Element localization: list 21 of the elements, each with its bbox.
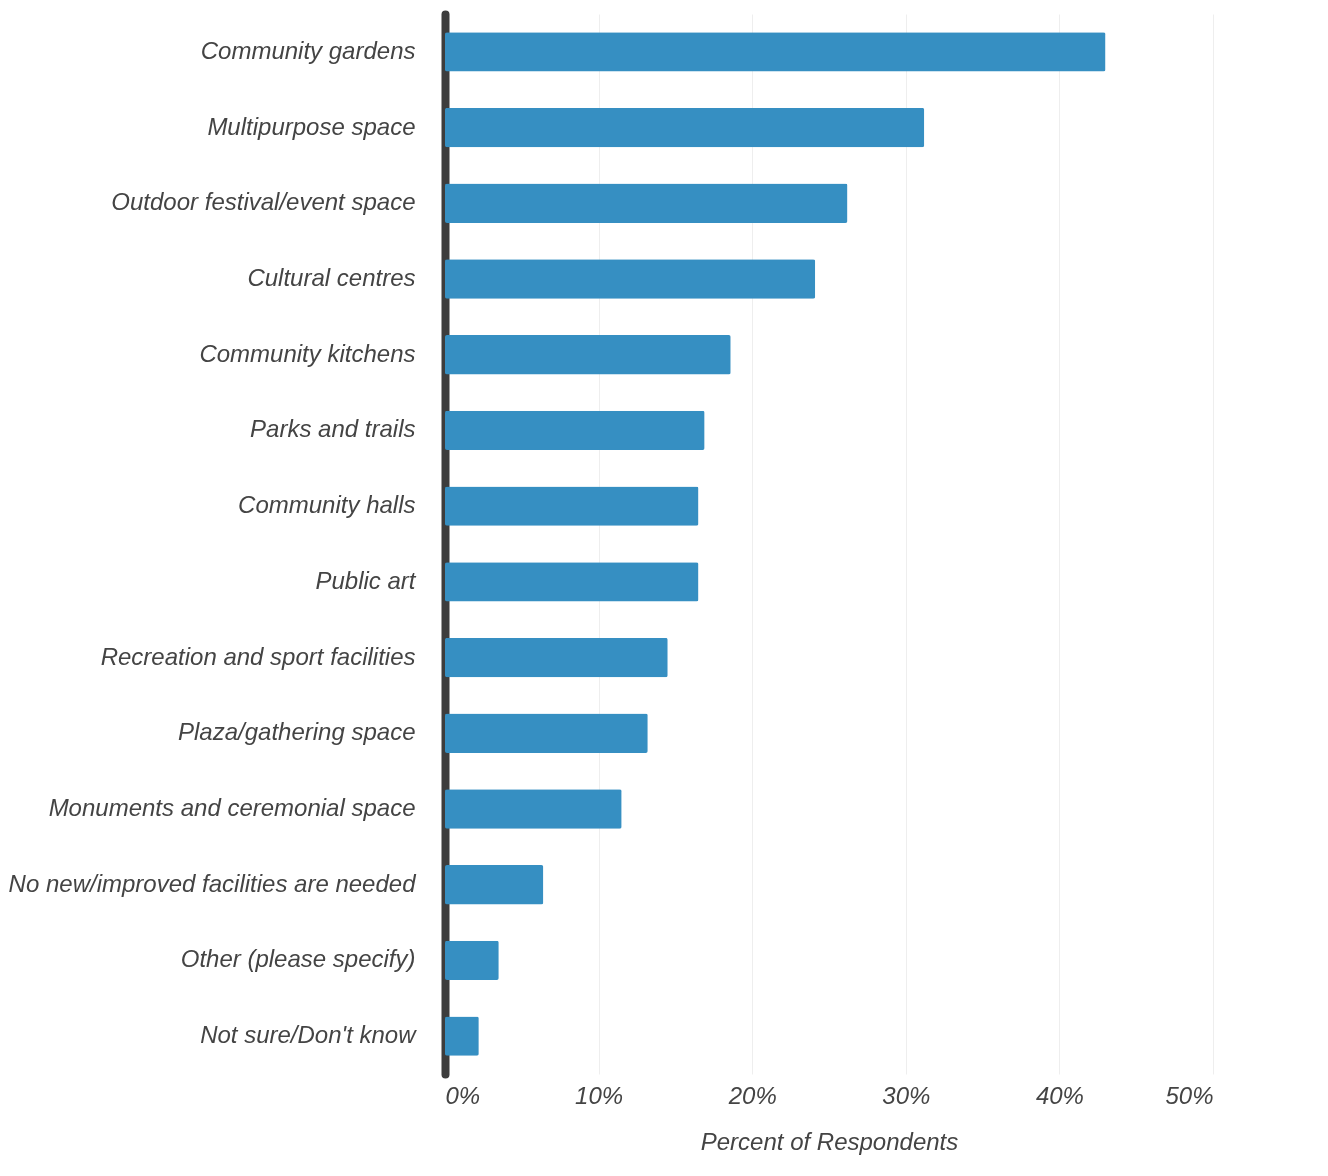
y-tick-label: Community kitchens — [199, 339, 416, 367]
y-tick-label: Community halls — [238, 491, 416, 519]
x-tick-label: 20% — [727, 1081, 777, 1109]
y-tick-label: Other (please specify) — [180, 945, 416, 973]
y-tick-label: No new/improved facilities are needed — [8, 869, 417, 897]
y-tick-label: Parks and trails — [250, 415, 416, 443]
y-tick-label: Monuments and ceremonial space — [48, 794, 416, 821]
x-tick-label: 40% — [1035, 1081, 1084, 1109]
y-tick-label: Cultural centres — [247, 264, 416, 291]
y-tick-label: Recreation and sport facilities — [100, 642, 416, 670]
x-tick-label: 50% — [1165, 1081, 1214, 1109]
y-tick-label: Multipurpose space — [207, 112, 416, 140]
y-tick-label: Outdoor festival/event space — [111, 188, 416, 216]
x-axis-title: Percent of Respondents — [700, 1127, 959, 1155]
x-tick-label: 30% — [882, 1081, 931, 1109]
y-tick-label: Not sure/Don't know — [200, 1021, 418, 1049]
y-tick-label: Plaza/gathering space — [178, 718, 416, 746]
x-tick-label: 0% — [445, 1081, 481, 1109]
x-tick-label: 10% — [575, 1081, 624, 1109]
y-tick-label: Public art — [315, 566, 417, 594]
y-tick-label: Community gardens — [200, 36, 416, 64]
